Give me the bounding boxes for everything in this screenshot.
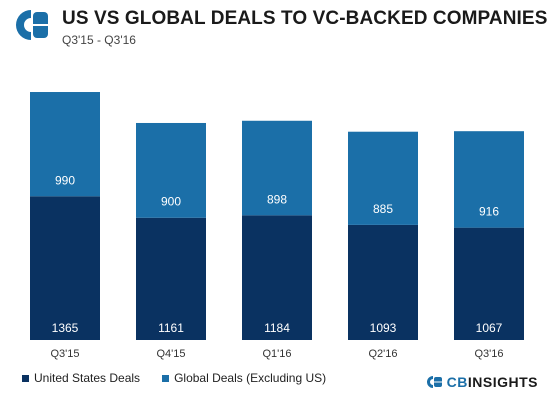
legend-label-global: Global Deals (Excluding US) xyxy=(174,371,327,385)
x-tick-label-4: Q3'16 xyxy=(474,348,503,360)
x-tick-label-1: Q4'15 xyxy=(156,348,185,360)
page-title: US VS GLOBAL DEALS TO VC-BACKED COMPANIE… xyxy=(62,8,548,29)
legend-label-us: United States Deals xyxy=(34,371,141,385)
legend-item-global: Global Deals (Excluding US) xyxy=(162,371,326,385)
brand-prefix: CB xyxy=(446,374,468,390)
logo-c-shape xyxy=(16,10,31,40)
cb-brand-icon xyxy=(426,376,442,388)
bar-label-global-0: 990 xyxy=(55,173,75,187)
brand-wordmark: CBINSIGHTS xyxy=(447,374,538,390)
brand-footer: CBINSIGHTS xyxy=(425,374,538,390)
bar-label-us-4: 1067 xyxy=(476,321,503,335)
bar-global-4 xyxy=(454,131,524,228)
bar-global-0 xyxy=(30,92,100,197)
page-subtitle: Q3'15 - Q3'16 xyxy=(62,33,136,47)
bar-global-3 xyxy=(348,131,418,225)
bar-global-1 xyxy=(136,122,206,218)
bar-label-global-2: 898 xyxy=(267,192,287,206)
bar-us-2 xyxy=(242,215,312,340)
bar-label-global-1: 900 xyxy=(161,195,181,209)
legend-item-us: United States Deals xyxy=(22,371,140,385)
bar-us-4 xyxy=(454,227,524,340)
legend-swatch-global xyxy=(162,374,170,382)
stacked-bar-chart: 1365 990 Q3'15 1161 900 Q4'15 1184 898 Q1'16 1093… xyxy=(30,92,524,360)
bar-us-1 xyxy=(136,217,206,340)
cb-insights-logo xyxy=(16,10,48,40)
bar-label-global-3: 885 xyxy=(373,202,393,216)
bar-label-us-2: 1184 xyxy=(264,321,290,335)
x-tick-label-0: Q3'15 xyxy=(50,348,79,360)
legend-swatch-us xyxy=(22,374,29,382)
chart-legend: United States Deals Global Deals (Exclud… xyxy=(22,371,326,385)
bar-us-3 xyxy=(348,224,418,340)
bar-label-global-4: 916 xyxy=(479,205,499,219)
bar-label-us-1: 1161 xyxy=(158,321,184,335)
logo-b-gap xyxy=(33,24,48,26)
brand-suffix: INSIGHTS xyxy=(467,374,538,390)
x-tick-label-3: Q2'16 xyxy=(368,348,397,360)
bar-label-us-0: 1365 xyxy=(52,321,79,335)
bar-label-us-3: 1093 xyxy=(370,321,397,335)
bar-us-0 xyxy=(30,196,100,340)
x-tick-label-2: Q1'16 xyxy=(262,348,291,360)
bar-global-2 xyxy=(242,120,312,216)
